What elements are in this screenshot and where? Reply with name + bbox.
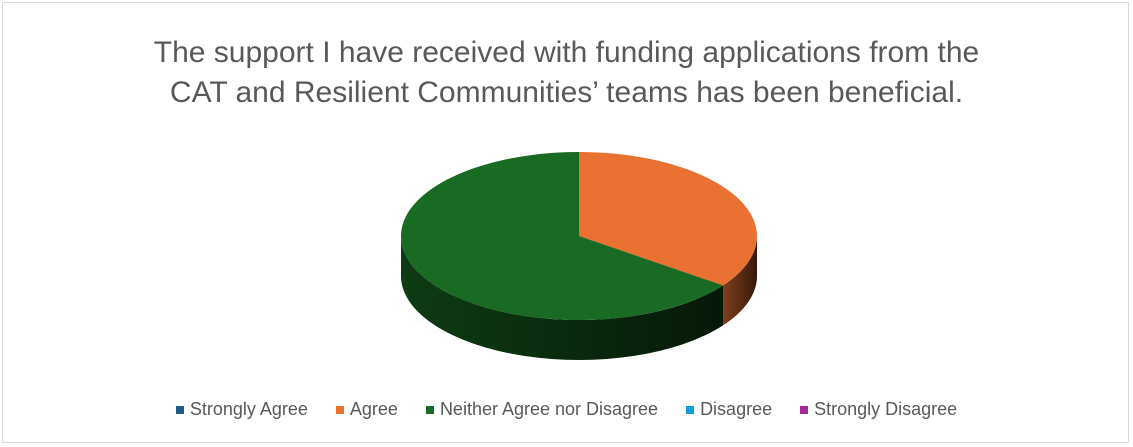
chart-title: The support I have received with funding… [3,33,1130,113]
pie-slice-agree [579,152,757,286]
chart-title-line-2: CAT and Resilient Communities’ teams has… [169,76,964,109]
legend-item-strongly-agree: Strongly Agree [175,399,308,420]
legend-label: Disagree [700,399,773,419]
legend-label: Strongly Agree [189,399,308,419]
pie-slice-side-agree [723,236,757,326]
legend-swatch [686,405,695,414]
chart-legend: Strongly Agree Agree Neither Agree nor Dis… [3,399,1130,420]
legend-label: Strongly Disagree [814,399,958,419]
legend-swatch [800,405,809,414]
legend-swatch [175,405,184,414]
legend-swatch [335,405,344,414]
legend-item-disagree: Disagree [686,399,772,420]
chart-title-line-1: The support I have received with funding… [153,36,980,69]
pie-chart [400,152,757,360]
legend-label: Neither Agree nor Disagree [439,399,659,419]
pie-slice-side-neither-agree-nor-disagree [401,236,724,360]
legend-item-neither-agree-nor-disagree: Neither Agree nor Disagree [425,399,659,420]
legend-item-agree: Agree [335,399,398,420]
pie-slice-neither-agree-nor-disagree [400,152,724,321]
legend-swatch [425,405,434,414]
legend-item-strongly-disagree: Strongly Disagree [800,399,957,420]
legend-label: Agree [349,399,398,419]
